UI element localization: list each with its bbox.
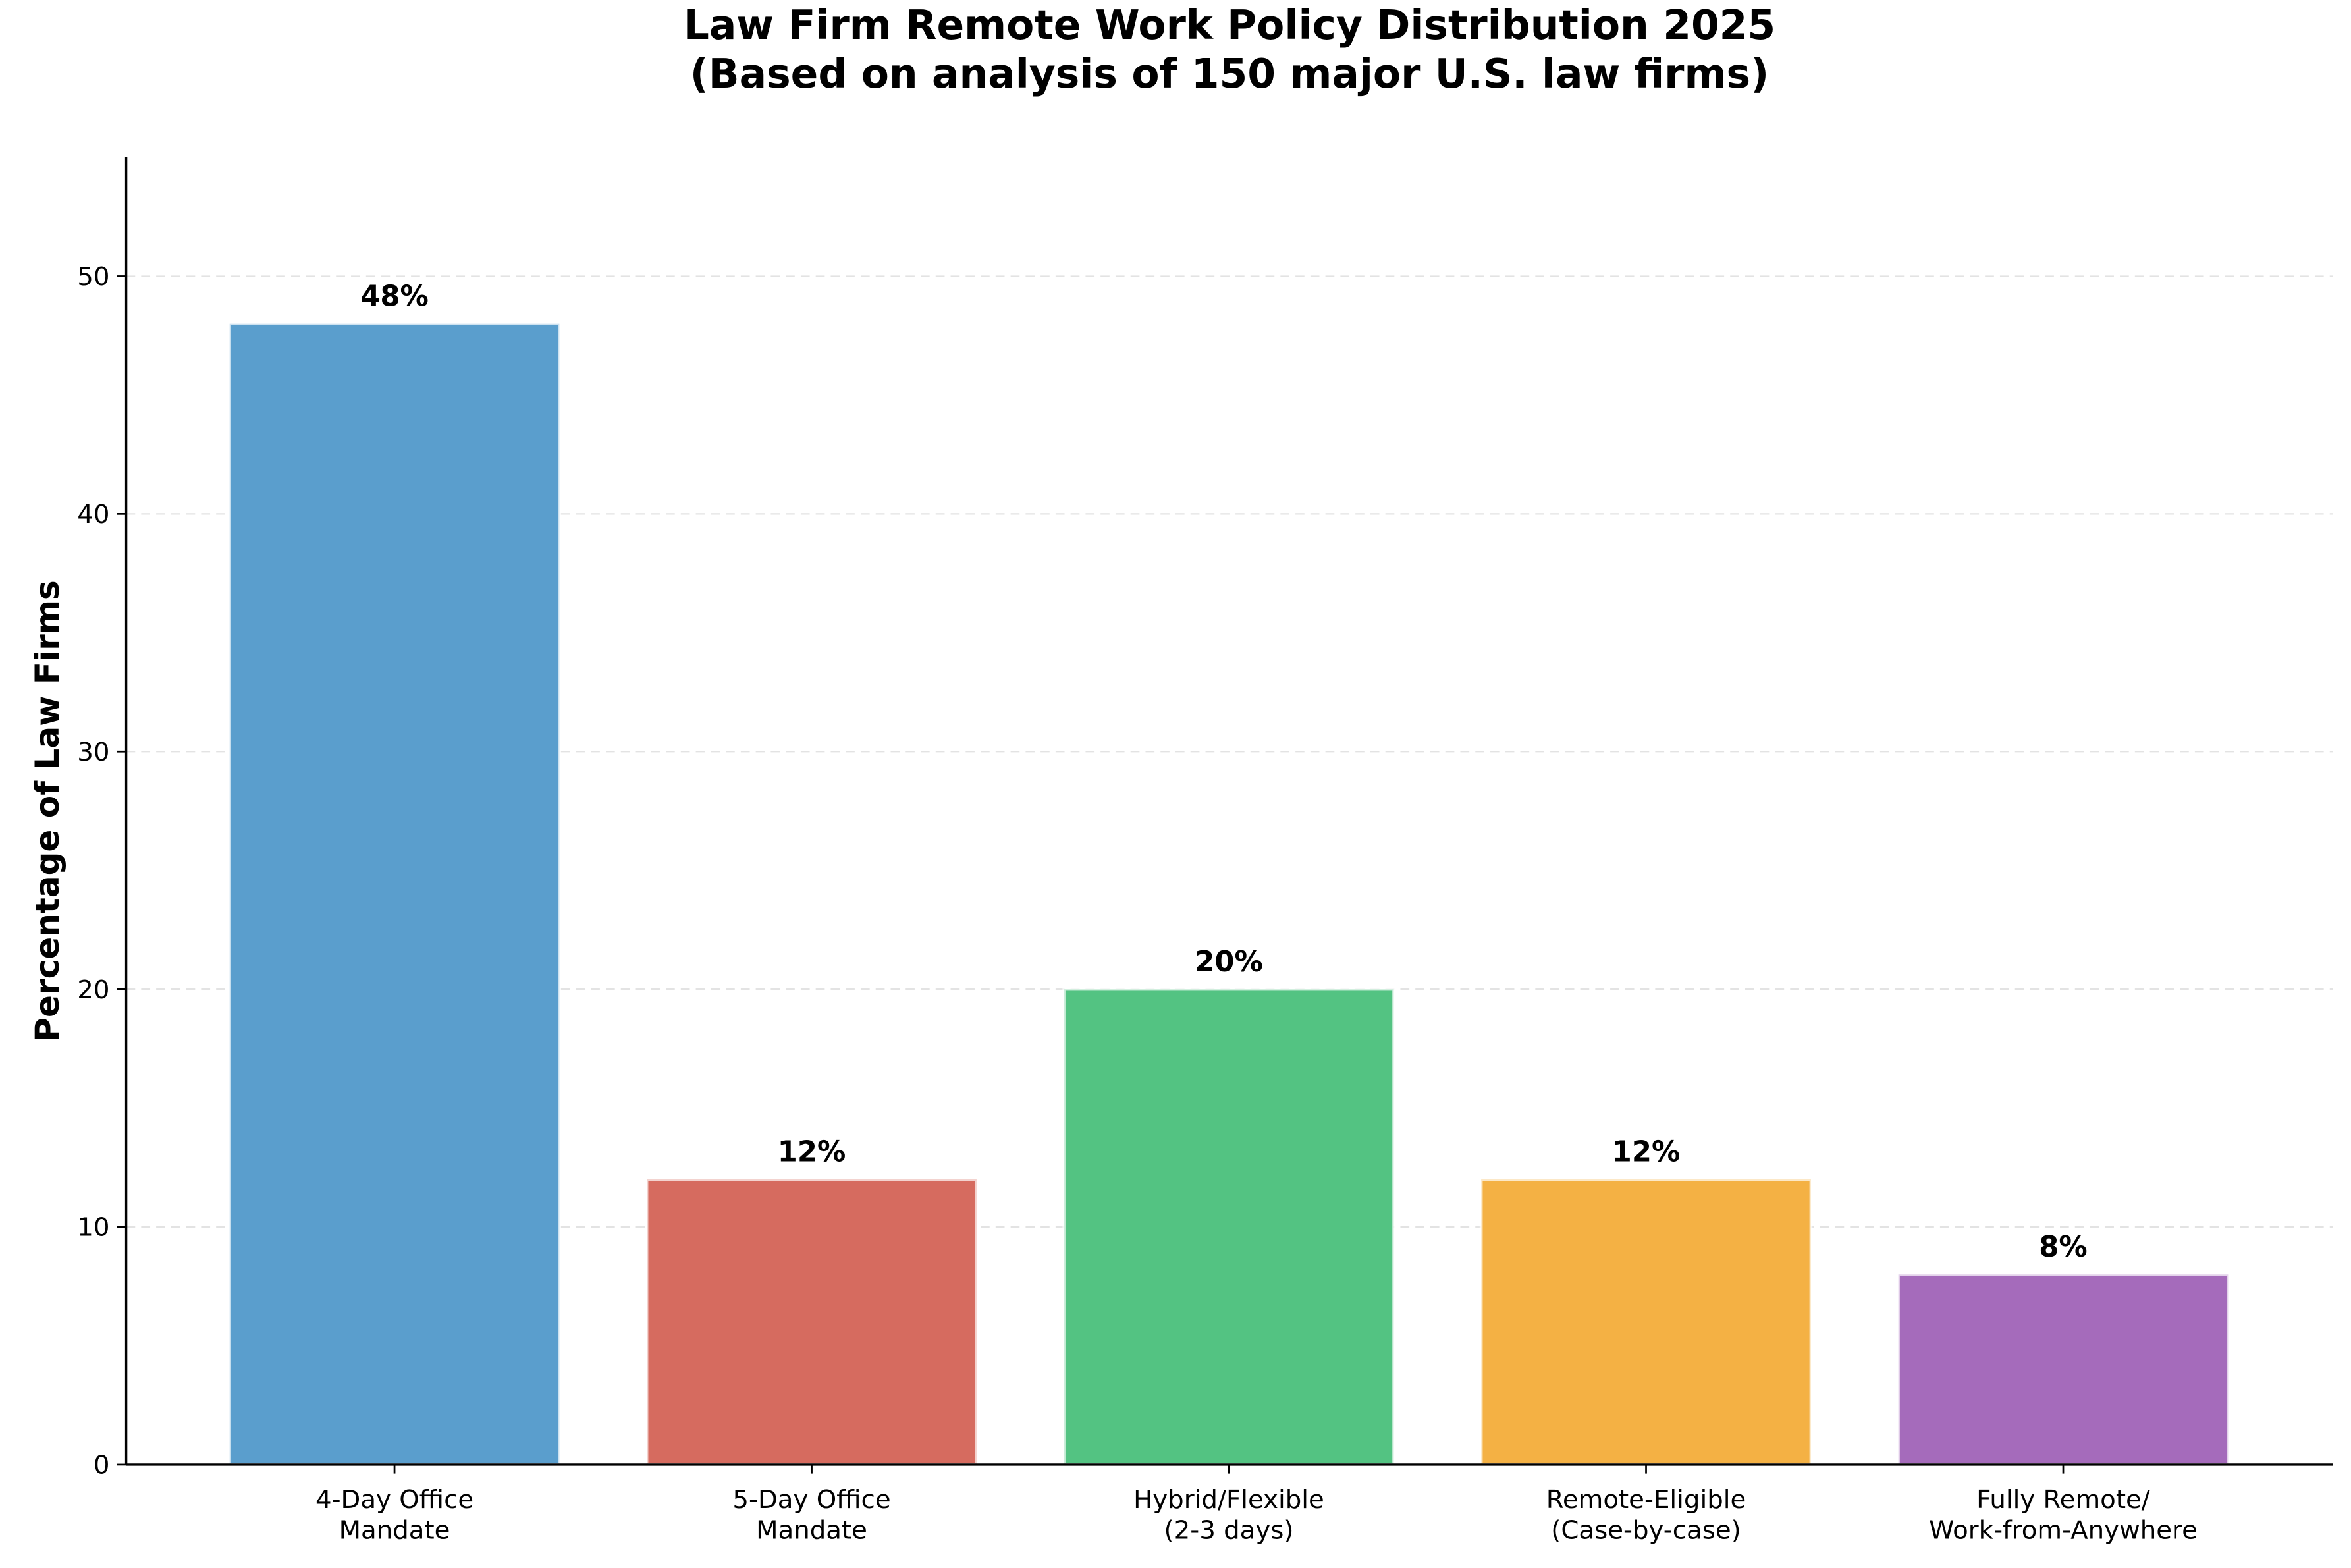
bar [1479,1177,1813,1467]
value-label: 12% [1612,1136,1680,1169]
y-axis-label: Percentage of Law Firms [28,580,67,1042]
value-label: 20% [1195,946,1262,979]
chart-title: Law Firm Remote Work Policy Distribution… [684,2,1775,97]
x-tick-label: Remote-Eligible (Case-by-case) [1546,1485,1746,1545]
y-tick-label: 20 [77,975,109,1005]
value-label: 48% [360,280,428,313]
x-tick-label: 5-Day Office Mandate [732,1485,890,1545]
y-tick-label: 40 [77,500,109,529]
x-tick-label: 4-Day Office Mandate [315,1485,473,1545]
x-tick-label: Fully Remote/Work-from-Anywhere [1929,1485,2198,1545]
y-tick-label: 0 [94,1451,110,1480]
bar [228,322,561,1467]
x-tick-label: Hybrid/Flexible (2-3 days) [1133,1485,1324,1545]
bar [1062,987,1395,1467]
y-tick-label: 50 [77,262,109,292]
value-label: 12% [778,1136,846,1169]
y-tick-label: 30 [77,738,109,767]
bar [645,1177,979,1467]
y-tick-label: 10 [77,1213,109,1243]
bar [1897,1272,2230,1467]
value-label: 8% [2039,1231,2087,1264]
